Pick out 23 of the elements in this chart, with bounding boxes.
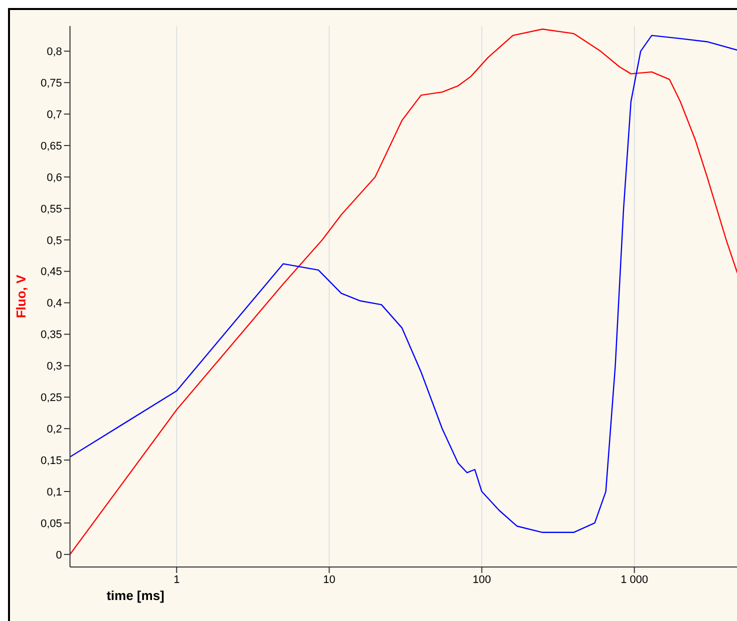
y-tick-label: 0,3 bbox=[46, 360, 62, 373]
x-tick-label: 10 bbox=[323, 574, 336, 586]
y-tick-label: 0 bbox=[56, 549, 62, 562]
x-tick-label: 100 bbox=[472, 574, 491, 586]
y-tick-label: 0,35 bbox=[40, 329, 62, 342]
x-tick-label: 1 000 bbox=[620, 574, 648, 586]
y-tick-label: 0,1 bbox=[46, 486, 62, 498]
x-tick-label: 1 bbox=[174, 574, 180, 586]
y-tick-label: 0,75 bbox=[40, 78, 62, 90]
x-axis-title: time [ms] bbox=[106, 588, 164, 603]
y-tick-label: 0,45 bbox=[40, 266, 62, 278]
y-tick-label: 0,7 bbox=[46, 108, 62, 121]
y-tick-label: 0,8 bbox=[46, 46, 62, 58]
y-tick-label: 0,4 bbox=[46, 298, 62, 310]
y-tick-label: 0,25 bbox=[40, 392, 62, 404]
y-tick-label: 0,6 bbox=[46, 172, 62, 184]
y-axis-title: Fluo, V bbox=[14, 274, 29, 318]
y-tick-label: 0,05 bbox=[40, 518, 62, 530]
y-tick-label: 0,65 bbox=[40, 140, 62, 152]
y-tick-label: 0,15 bbox=[40, 454, 62, 467]
y-tick-label: 0,5 bbox=[46, 234, 62, 247]
y-tick-label: 0,2 bbox=[46, 424, 62, 436]
y-tick-label: 0,55 bbox=[40, 203, 62, 216]
